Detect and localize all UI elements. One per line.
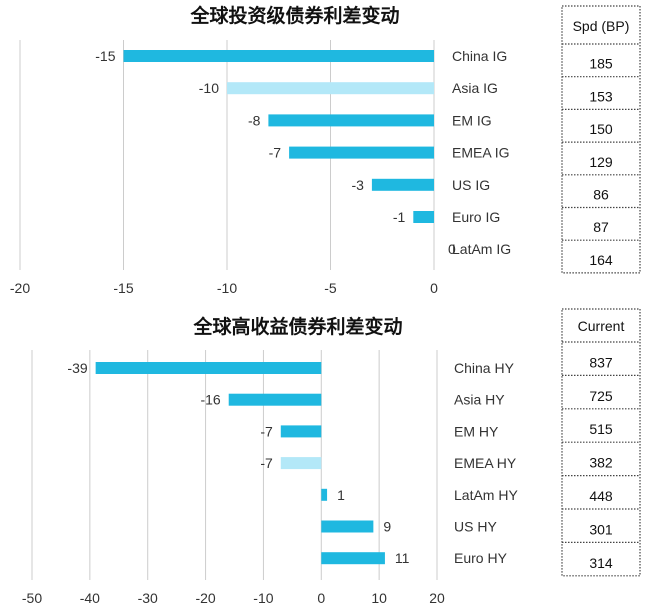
table-header: Current [578,318,625,334]
hy-gridlines [31,350,438,580]
bar [227,82,434,95]
ig-category-labels: China IG Asia IG EM IG EMEA IG US IG Euro IG L… [452,48,511,257]
table-cell: 301 [589,521,613,537]
data-label: -7 [260,455,273,471]
table-cell: 382 [589,455,613,471]
data-label: 11 [395,550,410,566]
x-tick-label: -5 [324,280,337,296]
x-tick-label: -30 [138,590,158,606]
table-cell: 725 [589,388,613,404]
x-tick-label: 20 [429,590,445,606]
table-cell: 314 [589,555,613,571]
table-cell: 150 [589,121,613,137]
ig-chart-title: 全球投资级债券利差变动 [189,4,399,27]
data-label: -39 [67,360,87,376]
data-label: -3 [351,177,364,193]
data-label: 1 [337,487,345,503]
x-tick-label: -15 [113,280,133,296]
data-label: -7 [269,145,282,161]
category-label: Euro HY [454,550,508,566]
x-tick-label: 10 [371,590,387,606]
x-tick-label: -10 [217,280,237,296]
table-cell: 448 [589,488,613,504]
ig-x-axis-ticks: -20 -15 -10 -5 0 [10,280,438,296]
ig-spread-table: 185 153 150 129 86 87 164 Spd (BP) [561,5,641,274]
table-cell: 87 [593,219,609,235]
table-header: Spd (BP) [573,18,630,34]
bar [371,178,434,191]
x-tick-label: 0 [430,280,438,296]
category-label: LatAm HY [454,487,518,503]
hy-data-labels: -39 -16 -7 -7 1 911 [67,360,409,566]
bar [280,425,322,438]
table-cell: 185 [589,56,613,72]
category-label: EM IG [452,112,492,128]
bar [228,393,322,406]
data-label: -8 [248,112,261,128]
hy-current-table: 837 725 515 382 448 301 314 Current [561,308,641,577]
data-label: -10 [199,80,219,96]
bar [321,488,328,501]
bar [95,362,322,374]
table-cell: 164 [589,252,613,268]
category-label: EMEA HY [454,455,517,471]
hy-x-axis-ticks: -50 -40 -30 -20 -10 0 10 20 [22,590,445,606]
data-label: -1 [393,209,406,225]
table-frame [561,5,641,274]
bar [321,520,374,533]
data-label: 9 [383,519,391,535]
data-label: -16 [200,392,220,408]
x-tick-label: -50 [22,590,42,606]
data-label: 0 [448,241,456,257]
table-cell: 837 [589,354,613,370]
category-label: US IG [452,177,490,193]
x-tick-label: -20 [10,280,30,296]
category-label: US HY [454,519,497,535]
hy-category-labels: China HY Asia HY EM HY EMEA HY LatAm HY US HY… [454,360,518,566]
bar [289,146,434,159]
category-label: China IG [452,48,507,64]
category-label: EM HY [454,423,499,439]
bar [321,552,385,565]
hy-bars [95,362,385,565]
category-label: Asia IG [452,80,498,96]
x-tick-label: -10 [253,590,273,606]
data-label: -15 [95,48,115,64]
x-tick-label: -20 [195,590,215,606]
category-label: China HY [454,360,515,376]
bar [268,114,434,127]
category-label: EMEA IG [452,145,510,161]
category-label: LatAm IG [452,241,511,257]
table-cell: 86 [593,187,609,203]
bar [123,50,434,62]
hy-chart-title: 全球高收益债券利差变动 [192,315,402,338]
x-tick-label: 0 [317,590,325,606]
category-label: Euro IG [452,209,500,225]
ig-bars [123,50,434,223]
data-label: -7 [260,423,273,439]
table-cell: 153 [589,88,613,104]
table-cell: 515 [589,421,613,437]
bar [413,211,434,223]
table-cell: 129 [589,154,613,170]
ig-data-labels: -15-10-8-7-3-10 [95,48,456,257]
bar [280,457,322,470]
category-label: Asia HY [454,392,505,408]
x-tick-label: -40 [80,590,100,606]
